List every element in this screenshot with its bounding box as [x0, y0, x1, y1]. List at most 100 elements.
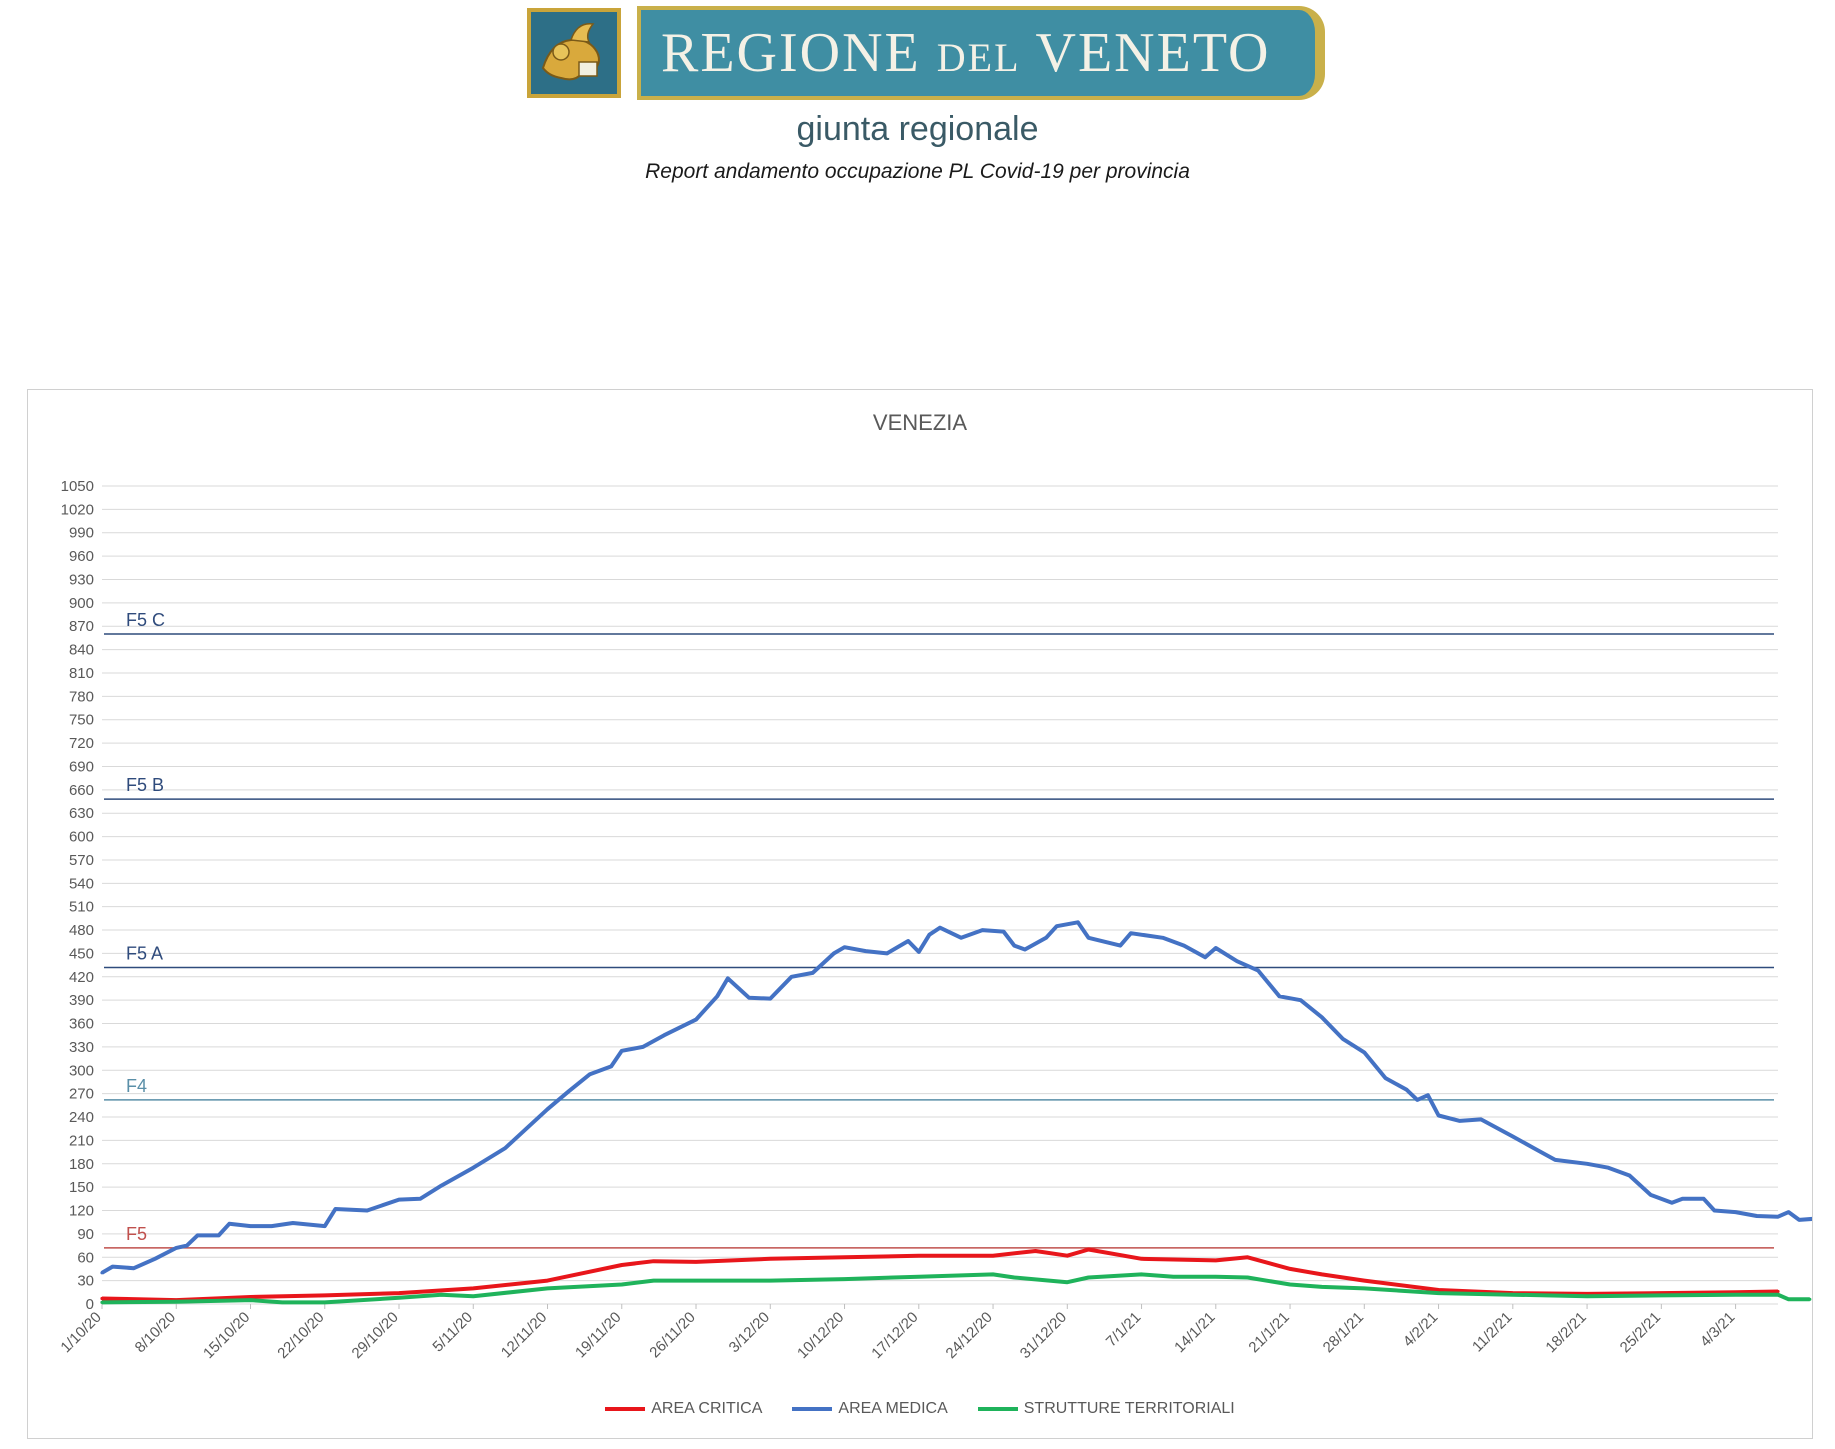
data-point: [1362, 1279, 1366, 1283]
data-point: [1808, 1297, 1812, 1301]
y-tick-label: 840: [69, 642, 94, 659]
series-line: [101, 1272, 1810, 1305]
legend-label: AREA MEDICA: [838, 1400, 948, 1417]
x-tick-label: 21/1/21: [1245, 1309, 1292, 1356]
data-point: [1755, 1214, 1759, 1218]
y-tick-label: 750: [69, 712, 94, 729]
y-tick-label: 510: [69, 899, 94, 916]
lion-emblem-icon: [527, 8, 621, 98]
data-point: [938, 926, 942, 930]
data-point: [1415, 1098, 1419, 1102]
data-point: [545, 1286, 550, 1290]
data-point: [842, 1277, 847, 1281]
data-point: [917, 1254, 921, 1258]
data-point: [471, 1166, 475, 1170]
y-tick-label: 30: [77, 1273, 94, 1290]
legend-swatch: [792, 1407, 833, 1411]
data-point: [768, 1257, 772, 1261]
threshold-label: F5 C: [126, 610, 165, 630]
data-point: [1383, 1076, 1388, 1080]
data-point: [1405, 1088, 1409, 1092]
data-point: [1182, 944, 1186, 948]
y-tick-label: 960: [69, 548, 94, 565]
data-point: [1023, 947, 1027, 952]
x-tick-label: 28/1/21: [1320, 1309, 1367, 1356]
x-tick-label: 10/12/20: [794, 1309, 847, 1362]
y-tick-label: 870: [69, 618, 94, 635]
data-point: [1214, 946, 1218, 950]
data-point: [917, 1275, 921, 1279]
data-point: [1511, 1293, 1515, 1297]
data-point: [291, 1221, 295, 1225]
data-point: [1511, 1134, 1515, 1139]
y-tick-label: 300: [69, 1062, 94, 1079]
data-point: [524, 1127, 528, 1131]
data-point: [397, 1198, 401, 1202]
data-point: [1246, 1275, 1250, 1280]
threshold-label: F5 B: [126, 775, 164, 795]
data-point: [1277, 994, 1281, 998]
data-point: [652, 1279, 656, 1283]
data-point: [248, 1298, 253, 1302]
data-point: [323, 1300, 327, 1304]
legend-item: STRUTTURE TERRITORIALI: [977, 1400, 1235, 1418]
data-point: [1320, 1272, 1324, 1276]
data-point: [1256, 969, 1260, 973]
data-point: [248, 1224, 253, 1228]
threshold-label: F5: [126, 1224, 147, 1244]
y-tick-label: 60: [77, 1249, 94, 1266]
y-tick-label: 150: [69, 1179, 94, 1196]
data-point: [1776, 1293, 1780, 1297]
page-header: REGIONE DEL VENETO giunta regionale Repo…: [0, 0, 1835, 200]
data-point: [980, 928, 985, 932]
data-point: [1734, 1293, 1738, 1297]
y-tick-label: 660: [69, 782, 94, 799]
data-point: [1139, 1272, 1144, 1276]
data-point: [1288, 1282, 1292, 1287]
x-tick-label: 4/2/21: [1400, 1309, 1442, 1351]
x-tick-label: 25/2/21: [1617, 1309, 1664, 1356]
y-tick-label: 630: [69, 805, 94, 822]
data-point: [1086, 936, 1091, 940]
legend-label: STRUTTURE TERRITORIALI: [1023, 1400, 1235, 1417]
y-tick-label: 420: [69, 969, 94, 986]
logo-text: REGIONE DEL VENETO: [661, 22, 1271, 84]
data-point: [726, 976, 730, 981]
x-tick-label: 17/12/20: [868, 1309, 921, 1362]
chart-legend: AREA CRITICA AREA MEDICA STRUTTURE TERRITO…: [28, 1400, 1812, 1418]
data-point: [715, 994, 719, 998]
x-tick-label: 31/12/20: [1017, 1309, 1070, 1362]
data-point: [1776, 1215, 1780, 1219]
data-point: [1362, 1050, 1366, 1054]
data-point: [620, 1049, 624, 1053]
data-point: [185, 1244, 189, 1248]
data-point: [1044, 936, 1048, 940]
data-point: [153, 1257, 157, 1261]
data-point: [1787, 1210, 1791, 1214]
data-point: [1076, 920, 1080, 924]
x-tick-label: 3/12/20: [726, 1309, 773, 1356]
data-point: [789, 975, 794, 979]
y-tick-label: 270: [69, 1086, 94, 1103]
data-point: [1086, 1275, 1091, 1280]
data-point: [111, 1265, 115, 1269]
data-point: [768, 997, 772, 1001]
data-point: [811, 971, 815, 975]
data-point: [1214, 1275, 1218, 1279]
y-tick-label: 450: [69, 945, 94, 962]
threshold-label: F4: [126, 1076, 147, 1096]
y-tick-label: 120: [69, 1203, 94, 1220]
data-point: [1649, 1193, 1653, 1197]
data-point: [174, 1246, 178, 1250]
data-point: [397, 1291, 401, 1295]
data-point: [1246, 1255, 1250, 1259]
data-point: [588, 1072, 592, 1076]
data-point: [1606, 1166, 1610, 1170]
data-point: [1118, 944, 1122, 948]
data-point: [842, 945, 847, 949]
data-point: [195, 1233, 200, 1237]
data-point: [1033, 1249, 1038, 1253]
data-point: [1299, 998, 1303, 1002]
data-point: [1532, 1146, 1536, 1150]
data-point: [1171, 1275, 1175, 1279]
